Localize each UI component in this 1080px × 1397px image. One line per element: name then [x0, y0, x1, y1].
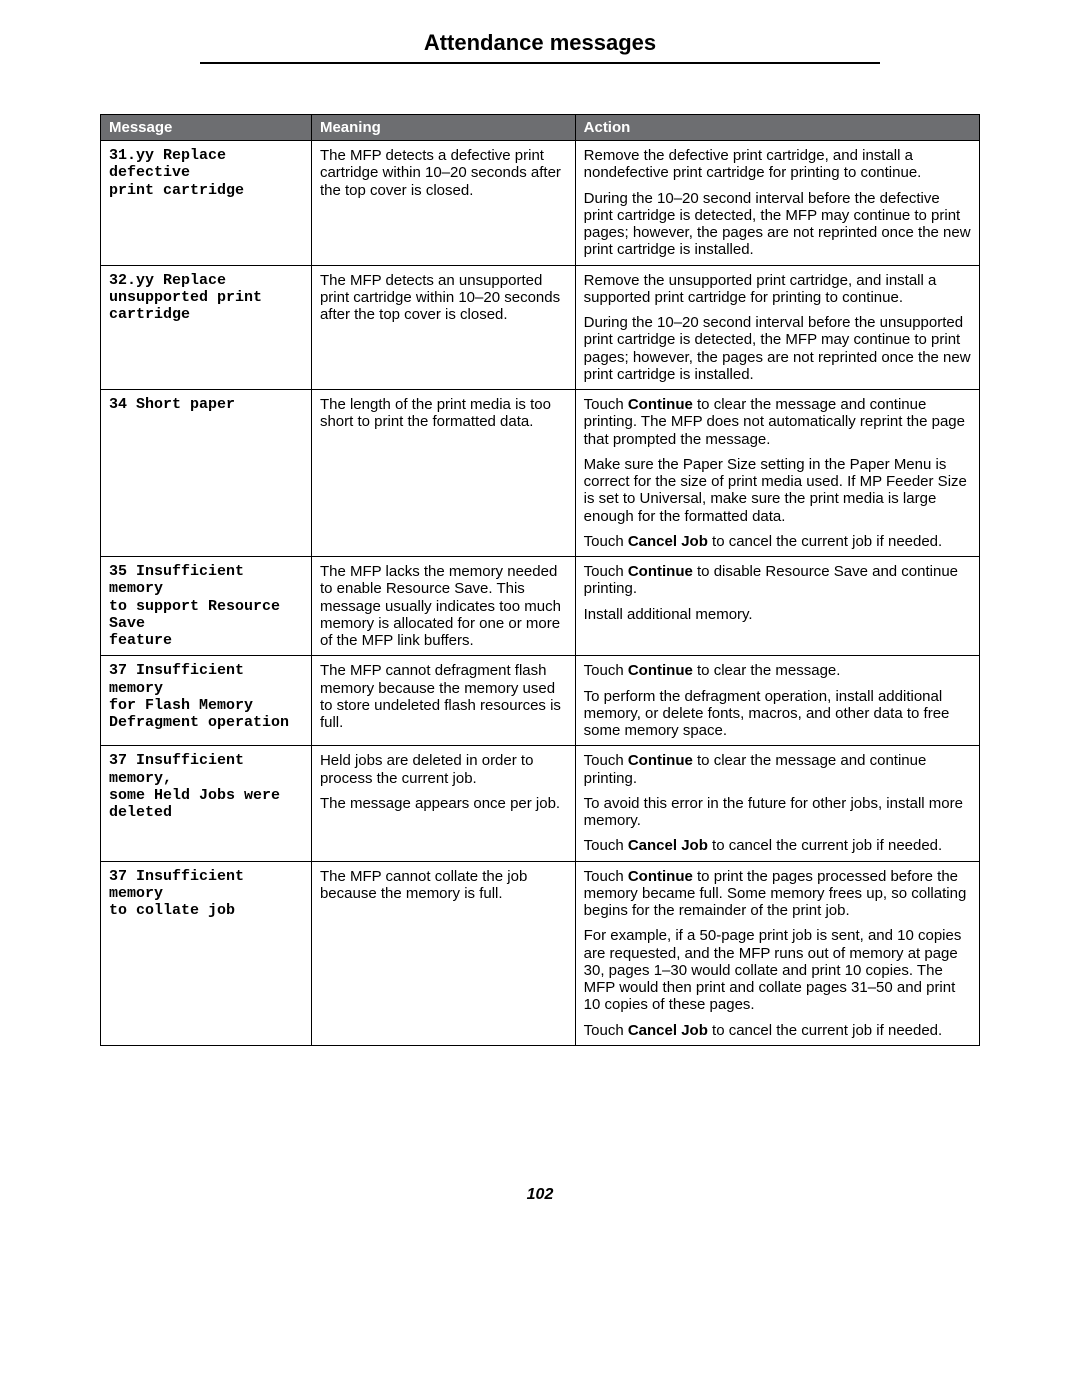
meaning-cell: The MFP cannot defragment flash memory b… [311, 656, 575, 746]
meaning-paragraph: The MFP cannot defragment flash memory b… [320, 662, 567, 731]
action-paragraph: Touch Cancel Job to cancel the current j… [584, 837, 971, 854]
meaning-cell: The MFP cannot collate the job because t… [311, 861, 575, 1045]
action-paragraph: During the 10–20 second interval before … [584, 314, 971, 383]
page-number: 102 [100, 1186, 980, 1204]
action-paragraph: Install additional memory. [584, 606, 971, 623]
table-row: 35 Insufficient memory to support Resour… [101, 557, 980, 656]
action-paragraph: To perform the defragment operation, ins… [584, 688, 971, 740]
action-paragraph: Touch Continue to clear the message. [584, 662, 971, 679]
meaning-paragraph: The MFP detects an unsupported print car… [320, 272, 567, 324]
table-row: 32.yy Replace unsupported print cartridg… [101, 265, 980, 390]
header-action: Action [575, 115, 979, 141]
header-meaning: Meaning [311, 115, 575, 141]
meaning-paragraph: The MFP cannot collate the job because t… [320, 868, 567, 903]
action-paragraph: Remove the unsupported print cartridge, … [584, 272, 971, 307]
action-paragraph: Touch Continue to print the pages proces… [584, 868, 971, 920]
action-paragraph: For example, if a 50-page print job is s… [584, 927, 971, 1013]
table-row: 34 Short paperThe length of the print me… [101, 390, 980, 557]
title-rule [200, 62, 880, 64]
action-cell: Touch Continue to clear the message. To p… [575, 656, 979, 746]
action-paragraph: Touch Cancel Job to cancel the current j… [584, 533, 971, 550]
meaning-paragraph: The MFP detects a defective print cartri… [320, 147, 567, 199]
action-cell: Touch Continue to clear the message and … [575, 390, 979, 557]
table-row: 31.yy Replace defective print cartridgeT… [101, 141, 980, 266]
action-paragraph: Remove the defective print cartridge, an… [584, 147, 971, 182]
action-paragraph: To avoid this error in the future for ot… [584, 795, 971, 830]
meaning-paragraph: The length of the print media is too sho… [320, 396, 567, 431]
table-row: 37 Insufficient memory, some Held Jobs w… [101, 746, 980, 861]
action-cell: Touch Continue to clear the message and … [575, 746, 979, 861]
action-paragraph: Touch Cancel Job to cancel the current j… [584, 1022, 971, 1039]
message-cell: 37 Insufficient memory for Flash Memory … [101, 656, 312, 746]
message-cell: 32.yy Replace unsupported print cartridg… [101, 265, 312, 390]
meaning-cell: Held jobs are deleted in order to proces… [311, 746, 575, 861]
meaning-cell: The length of the print media is too sho… [311, 390, 575, 557]
table-row: 37 Insufficient memory for Flash Memory … [101, 656, 980, 746]
meaning-paragraph: Held jobs are deleted in order to proces… [320, 752, 567, 787]
action-cell: Touch Continue to disable Resource Save … [575, 557, 979, 656]
action-paragraph: During the 10–20 second interval before … [584, 190, 971, 259]
action-cell: Remove the defective print cartridge, an… [575, 141, 979, 266]
action-paragraph: Touch Continue to disable Resource Save … [584, 563, 971, 598]
message-cell: 37 Insufficient memory, some Held Jobs w… [101, 746, 312, 861]
table-header-row: Message Meaning Action [101, 115, 980, 141]
meaning-cell: The MFP detects an unsupported print car… [311, 265, 575, 390]
messages-table: Message Meaning Action 31.yy Replace def… [100, 114, 980, 1046]
message-cell: 37 Insufficient memory to collate job [101, 861, 312, 1045]
meaning-cell: The MFP lacks the memory needed to enabl… [311, 557, 575, 656]
message-cell: 34 Short paper [101, 390, 312, 557]
meaning-paragraph: The message appears once per job. [320, 795, 567, 812]
action-paragraph: Touch Continue to clear the message and … [584, 752, 971, 787]
action-paragraph: Make sure the Paper Size setting in the … [584, 456, 971, 525]
message-cell: 31.yy Replace defective print cartridge [101, 141, 312, 266]
page-title: Attendance messages [100, 30, 980, 56]
table-row: 37 Insufficient memory to collate jobThe… [101, 861, 980, 1045]
document-page: Attendance messages Message Meaning Acti… [0, 0, 1080, 1244]
action-cell: Touch Continue to print the pages proces… [575, 861, 979, 1045]
action-paragraph: Touch Continue to clear the message and … [584, 396, 971, 448]
action-cell: Remove the unsupported print cartridge, … [575, 265, 979, 390]
header-message: Message [101, 115, 312, 141]
message-cell: 35 Insufficient memory to support Resour… [101, 557, 312, 656]
meaning-paragraph: The MFP lacks the memory needed to enabl… [320, 563, 567, 649]
meaning-cell: The MFP detects a defective print cartri… [311, 141, 575, 266]
